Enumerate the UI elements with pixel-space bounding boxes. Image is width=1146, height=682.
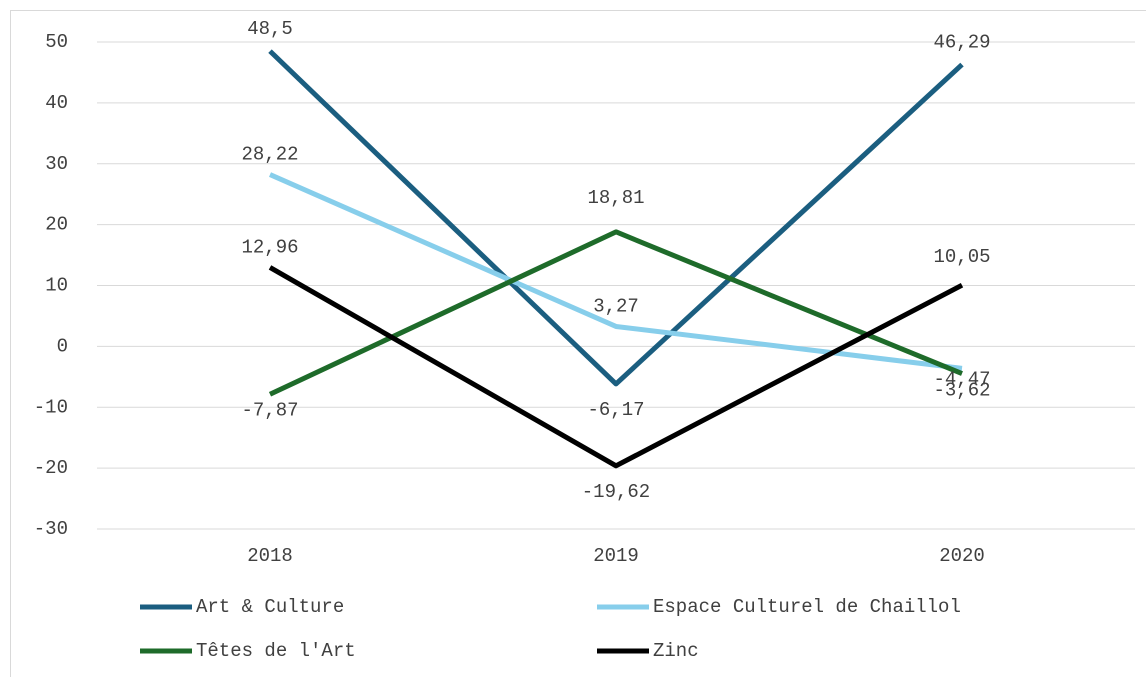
legend-label: Zinc [653, 640, 699, 662]
x-tick-label: 2018 [247, 545, 293, 567]
legend-label: Art & Culture [196, 596, 344, 618]
data-label: 28,22 [241, 144, 298, 166]
y-tick-label: -20 [34, 457, 68, 479]
y-tick-label: 10 [45, 275, 68, 297]
x-tick-label: 2020 [939, 545, 985, 567]
legend-label: Têtes de l'Art [196, 640, 356, 662]
y-tick-label: -30 [34, 518, 68, 540]
data-label: 48,5 [247, 18, 293, 40]
data-label: -19,62 [582, 481, 650, 503]
y-tick-label: 40 [45, 92, 68, 114]
y-tick-label: 0 [57, 335, 68, 357]
data-label: -6,17 [587, 399, 644, 421]
x-tick-label: 2019 [593, 545, 639, 567]
data-label: 46,29 [933, 32, 990, 54]
y-tick-label: 20 [45, 214, 68, 236]
data-label: 10,05 [933, 246, 990, 268]
chart-border [11, 11, 1146, 678]
legend-label: Espace Culturel de Chaillol [653, 596, 961, 618]
data-label: -7,87 [241, 399, 298, 421]
y-tick-label: 50 [45, 31, 68, 53]
data-label: 3,27 [593, 295, 639, 317]
y-tick-label: 30 [45, 153, 68, 175]
y-tick-label: -10 [34, 396, 68, 418]
data-label: -4,47 [933, 369, 990, 391]
data-label: 18,81 [587, 187, 644, 209]
data-label: 12,96 [241, 236, 298, 258]
